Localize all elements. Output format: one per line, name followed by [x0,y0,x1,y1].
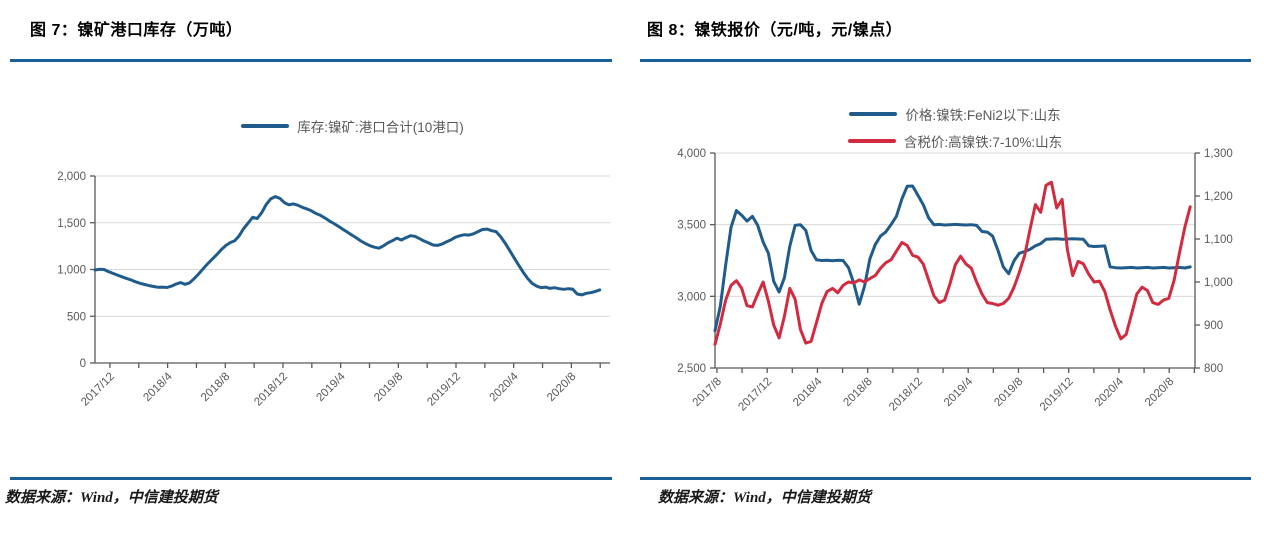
svg-text:2,000: 2,000 [57,171,86,183]
figure-7-chart-area: 0 500 1,000 1,500 2,000 2017/12 2018/4 2018/8 20… [0,70,637,470]
svg-text:1,000: 1,000 [57,265,86,277]
svg-text:2017/8: 2017/8 [691,376,724,409]
figure-8-legend: 价格:镍铁:FeNi2以下:山东 含税价:高镍铁:7-10%:山东 [715,104,1195,151]
figure-8-header-divider [640,59,1251,62]
svg-text:800: 800 [1204,363,1223,375]
svg-text:4,000: 4,000 [677,148,706,160]
svg-text:1,200: 1,200 [1204,191,1233,203]
legend-label-feni2-price: 价格:镍铁:FeNi2以下:山东 [905,108,1061,123]
svg-text:900: 900 [1204,320,1223,332]
svg-text:2019/4: 2019/4 [942,375,976,409]
svg-text:1,000: 1,000 [1204,277,1233,289]
figure-8-source: 数据来源：Wind，中信建投期货 [658,490,871,506]
svg-text:2018/4: 2018/4 [141,370,175,404]
svg-text:2020/8: 2020/8 [545,371,578,404]
svg-text:1,500: 1,500 [57,218,86,230]
figure-7-legend: 库存:镍矿:港口合计(10港口) [95,116,610,136]
svg-text:2019/8: 2019/8 [992,376,1025,409]
figure-8-chart-area: 2,500 3,000 3,500 4,000 800 900 1,000 1,100 1,20… [637,70,1274,470]
svg-text:3,500: 3,500 [677,220,706,232]
svg-text:2019/4: 2019/4 [314,370,348,404]
legend-label-inventory: 库存:镍矿:港口合计(10港口) [297,120,464,135]
figure-8-title: 图 8：镍铁报价（元/吨，元/镍点） [647,22,903,39]
legend-item-feni2-price: 价格:镍铁:FeNi2以下:山东 [715,104,1195,124]
svg-text:2018/12: 2018/12 [252,371,290,409]
svg-text:2017/12: 2017/12 [79,371,117,409]
figure-8-line-chart: 2,500 3,000 3,500 4,000 800 900 1,000 1,100 1,20… [677,148,1233,414]
svg-text:2020/4: 2020/4 [1093,375,1127,409]
svg-text:3,000: 3,000 [677,291,706,303]
svg-text:1,100: 1,100 [1204,234,1233,246]
figure-7-header-divider [10,59,612,62]
svg-text:2018/8: 2018/8 [841,376,874,409]
legend-item-high-ni-price: 含税价:高镍铁:7-10%:山东 [715,131,1195,151]
figure-7-source: 数据来源：Wind，中信建投期货 [5,490,218,506]
figure-7-line-chart: 0 500 1,000 1,500 2,000 2017/12 2018/4 2018/8 20… [57,171,610,409]
svg-text:0: 0 [80,358,86,370]
legend-item-inventory: 库存:镍矿:港口合计(10港口) [95,116,610,136]
legend-line-marker-red [847,139,896,143]
svg-text:2018/12: 2018/12 [887,376,925,414]
figure-7-footer-divider [10,477,612,480]
figure-8-panel: 图 8：镍铁报价（元/吨，元/镍点） 2,500 3,000 3,500 4,000 8… [637,0,1274,539]
svg-text:2017/12: 2017/12 [736,376,774,414]
figure-7-panel: 图 7：镍矿港口库存（万吨） 0 500 1,000 1,500 2,000 2017/1… [0,22,637,506]
legend-line-marker-blue [241,124,290,128]
svg-text:2020/4: 2020/4 [487,370,521,404]
figure-7-title: 图 7：镍矿港口库存（万吨） [30,22,243,39]
svg-text:2018/8: 2018/8 [199,371,232,404]
legend-line-marker-blue [849,112,898,116]
svg-text:2019/8: 2019/8 [372,371,405,404]
svg-text:2019/12: 2019/12 [1038,376,1076,414]
svg-text:2020/8: 2020/8 [1143,376,1176,409]
svg-text:2019/12: 2019/12 [425,371,463,409]
svg-text:500: 500 [67,311,86,323]
svg-text:2018/4: 2018/4 [791,375,825,409]
figure-8-footer-divider [640,477,1251,480]
svg-text:2,500: 2,500 [677,363,706,375]
svg-text:1,300: 1,300 [1204,148,1233,160]
legend-label-high-ni-price: 含税价:高镍铁:7-10%:山东 [903,135,1063,150]
